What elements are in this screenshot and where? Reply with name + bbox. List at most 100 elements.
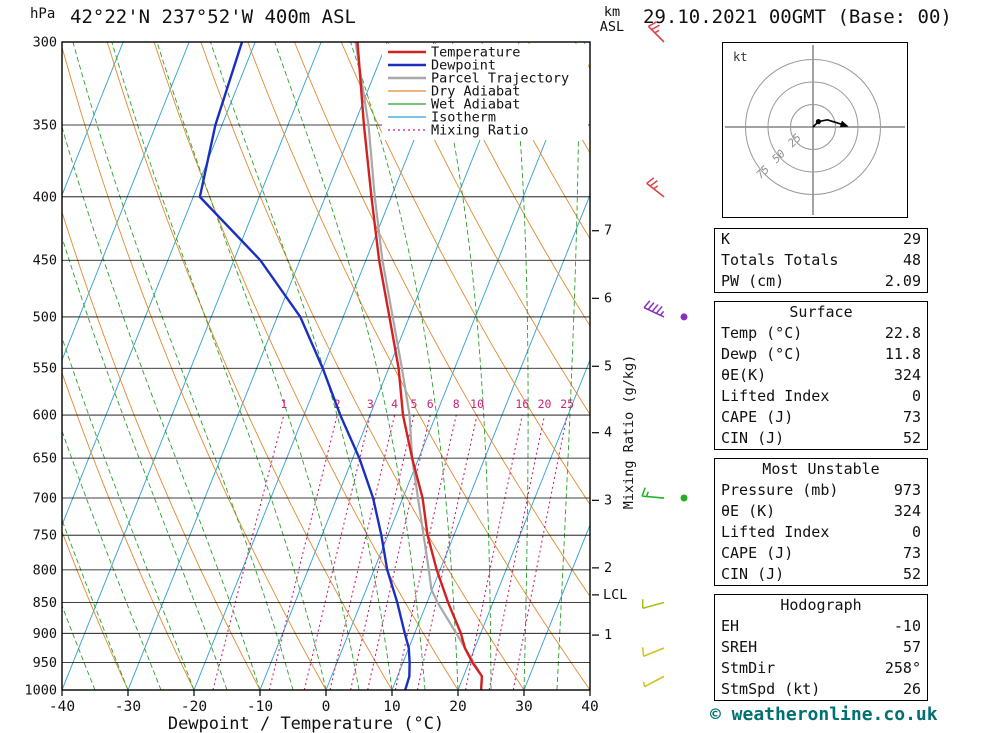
- storm-motion-arrow: [839, 120, 849, 128]
- svg-text:16: 16: [515, 397, 529, 411]
- sounding-profiles: [198, 42, 484, 690]
- svg-text:400: 400: [33, 189, 57, 205]
- svg-text:500: 500: [33, 309, 57, 325]
- table-header: Most Unstable: [762, 460, 880, 478]
- wind-barb-column: [641, 21, 688, 688]
- row-value: 73: [902, 544, 921, 562]
- row-label: EH: [721, 617, 740, 635]
- svg-text:6: 6: [427, 397, 434, 411]
- svg-text:650: 650: [33, 451, 57, 467]
- row-label: CIN (J): [721, 565, 785, 583]
- table-row: θE(K) 324: [715, 365, 927, 386]
- svg-text:550: 550: [33, 361, 57, 377]
- svg-text:950: 950: [33, 655, 57, 671]
- table-row: EH -10: [715, 616, 927, 637]
- row-value: 57: [902, 638, 921, 656]
- svg-text:750: 750: [33, 528, 57, 544]
- svg-text:10: 10: [470, 397, 484, 411]
- svg-text:300: 300: [33, 35, 57, 51]
- row-label: CIN (J): [721, 429, 785, 447]
- svg-text:Parcel Trajectory: Parcel Trajectory: [431, 71, 569, 87]
- row-value: 258°: [884, 659, 921, 677]
- svg-text:km: km: [604, 4, 620, 20]
- svg-text:-20: -20: [181, 699, 207, 715]
- svg-text:5: 5: [604, 358, 612, 374]
- row-value: 11.8: [884, 345, 921, 363]
- svg-text:Dewpoint: Dewpoint: [431, 58, 496, 74]
- svg-text:700: 700: [33, 491, 57, 507]
- svg-text:-10: -10: [247, 699, 273, 715]
- row-value: 73: [902, 408, 921, 426]
- svg-text:Temperature: Temperature: [431, 45, 520, 61]
- svg-text:450: 450: [33, 253, 57, 269]
- svg-text:2: 2: [604, 560, 612, 576]
- row-value: 0: [911, 523, 921, 541]
- index-table: Surface Temp (°C) 22.8 Dewp (°C) 11.8 θE(K) 32…: [714, 301, 928, 450]
- station-location-title: 42°22'N 237°52'W 400m ASL: [70, 6, 356, 28]
- row-label: CAPE (J): [721, 408, 794, 426]
- row-label: Lifted Index: [721, 523, 830, 541]
- svg-text:800: 800: [33, 562, 57, 578]
- svg-text:8: 8: [453, 397, 460, 411]
- table-header: Surface: [789, 303, 853, 321]
- footer-credit: © weatheronline.co.uk: [710, 704, 938, 725]
- svg-text:4: 4: [391, 397, 398, 411]
- row-value: 0: [911, 387, 921, 405]
- row-label: Temp (°C): [721, 324, 803, 342]
- svg-text:30: 30: [515, 699, 532, 715]
- table-header: Hodograph: [780, 596, 862, 614]
- svg-text:25: 25: [785, 131, 804, 150]
- svg-text:Wet Adiabat: Wet Adiabat: [431, 97, 520, 113]
- svg-text:40: 40: [581, 699, 598, 715]
- svg-text:7: 7: [604, 223, 612, 239]
- svg-text:20: 20: [449, 699, 466, 715]
- svg-text:600: 600: [33, 408, 57, 424]
- svg-text:hPa: hPa: [30, 6, 55, 22]
- svg-text:1000: 1000: [24, 683, 57, 699]
- index-table: Most Unstable Pressure (mb) 973 θE (K) 324 Li…: [714, 458, 928, 586]
- table-row: K 29: [715, 229, 927, 250]
- row-value: 324: [893, 366, 921, 384]
- svg-text:1: 1: [604, 627, 612, 643]
- table-row: SREH 57: [715, 637, 927, 658]
- row-label: Totals Totals: [721, 251, 839, 269]
- row-label: θE(K): [721, 366, 767, 384]
- row-value: 324: [893, 502, 921, 520]
- table-row: PW (cm) 2.09: [715, 271, 927, 292]
- mixing-ratio-axis-label: Mixing Ratio (g/kg): [621, 355, 637, 509]
- row-value: 973: [893, 481, 921, 499]
- table-row: CIN (J) 52: [715, 564, 927, 585]
- table-row: CIN (J) 52: [715, 428, 927, 449]
- dewpoint-curve: [198, 42, 411, 690]
- table-row: CAPE (J) 73: [715, 407, 927, 428]
- row-label: CAPE (J): [721, 544, 794, 562]
- table-row: Pressure (mb) 973: [715, 480, 927, 501]
- svg-text:LCL: LCL: [603, 587, 627, 603]
- row-value: 48: [902, 251, 921, 269]
- svg-text:Isotherm: Isotherm: [431, 110, 496, 126]
- table-row: Temp (°C) 22.8: [715, 323, 927, 344]
- svg-text:10: 10: [383, 699, 400, 715]
- row-value: 26: [902, 680, 921, 698]
- svg-text:3: 3: [367, 397, 374, 411]
- svg-text:350: 350: [33, 117, 57, 133]
- svg-text:6: 6: [604, 290, 612, 306]
- temperature-curve: [356, 42, 484, 690]
- table-row: Dewp (°C) 11.8: [715, 344, 927, 365]
- row-label: θE (K): [721, 502, 776, 520]
- index-table: Hodograph EH -10 SREH 57 StmDir 258° StmSpd (kt…: [714, 594, 928, 701]
- row-label: PW (cm): [721, 272, 785, 290]
- row-label: Lifted Index: [721, 387, 830, 405]
- table-row: StmSpd (kt) 26: [715, 679, 927, 700]
- svg-text:Dry Adiabat: Dry Adiabat: [431, 84, 520, 100]
- run-datetime: 29.10.2021 00GMT (Base: 00): [643, 6, 952, 28]
- row-value: 52: [902, 565, 921, 583]
- skewt-diagram: 1 2 3 4 5 6 8 10 16 20 253003504004505005506006507…: [24, 4, 688, 733]
- svg-text:0: 0: [322, 699, 331, 715]
- svg-text:-30: -30: [115, 699, 141, 715]
- svg-text:4: 4: [604, 425, 612, 441]
- row-label: Pressure (mb): [721, 481, 839, 499]
- svg-text:25: 25: [560, 397, 574, 411]
- row-value: -10: [893, 617, 921, 635]
